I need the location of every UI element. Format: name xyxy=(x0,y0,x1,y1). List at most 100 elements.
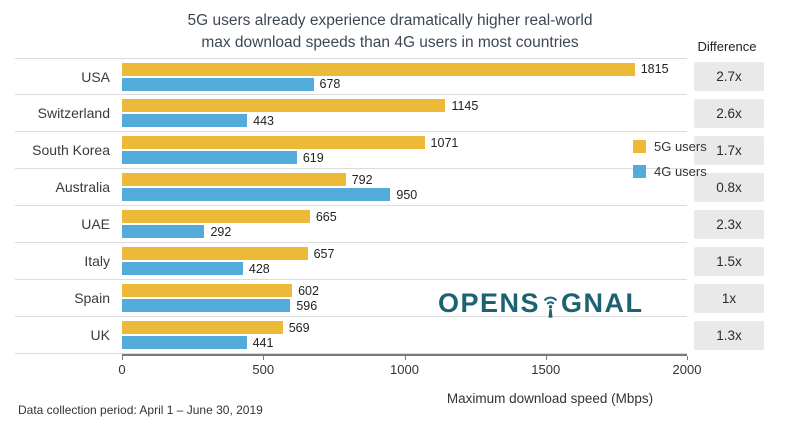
legend-swatch-5g-icon xyxy=(633,140,646,153)
bar-group: 1071 619 xyxy=(122,132,687,168)
country-label: South Korea xyxy=(32,142,110,158)
bar-value-label: 569 xyxy=(288,320,310,335)
legend-swatch-4g-icon xyxy=(633,165,646,178)
difference-column-header: Difference xyxy=(697,39,757,54)
legend: 5G users 4G users xyxy=(633,139,707,189)
logo-text-left: OPENS xyxy=(438,288,541,318)
bar-value-label: 657 xyxy=(313,246,335,261)
bar-4g xyxy=(122,225,205,238)
country-row: USA 1815 678 xyxy=(15,58,687,95)
bar-line-4g: 678 xyxy=(122,77,687,91)
country-row: UK 569 441 xyxy=(15,317,687,354)
bar-value-label: 619 xyxy=(302,150,324,165)
legend-item-5g: 5G users xyxy=(633,139,707,154)
bar-4g xyxy=(122,299,291,312)
bar-line-5g: 569 xyxy=(122,320,687,335)
x-axis-tick-label: 500 xyxy=(252,362,275,377)
difference-cell: 0.8x xyxy=(694,169,764,206)
chart-title-line2: max download speeds than 4G users in mos… xyxy=(201,34,579,52)
x-axis-tick-label: 1500 xyxy=(531,362,561,377)
legend-label-4g: 4G users xyxy=(654,164,707,179)
difference-badge: 2.7x xyxy=(694,62,764,91)
x-axis-tick-mark xyxy=(687,356,688,360)
x-axis: 0 500 1000 1500 2000 xyxy=(118,354,701,378)
bar-line-5g: 657 xyxy=(122,246,687,261)
logo-text-right: GNAL xyxy=(561,288,644,318)
country-label: Australia xyxy=(55,179,110,195)
difference-cell: 2.6x xyxy=(694,95,764,132)
bar-line-5g: 1071 xyxy=(122,135,687,150)
bar-value-label: 665 xyxy=(315,209,337,224)
bar-value-label: 1815 xyxy=(640,62,669,76)
difference-badge: 1x xyxy=(694,284,764,313)
country-label: Spain xyxy=(74,290,110,306)
bar-4g xyxy=(122,114,248,127)
bar-line-4g: 428 xyxy=(122,262,687,276)
difference-badge: 0.8x xyxy=(694,173,764,202)
bar-value-label: 792 xyxy=(351,172,373,187)
bar-value-label: 441 xyxy=(252,335,274,350)
bar-group: 1145 443 xyxy=(122,95,687,131)
legend-label-5g: 5G users xyxy=(654,139,707,154)
bar-line-5g: 665 xyxy=(122,209,687,224)
difference-cell: 2.7x xyxy=(694,58,764,95)
bar-line-5g: 1815 xyxy=(122,62,687,76)
data-collection-note: Data collection period: April 1 – June 3… xyxy=(18,403,263,417)
bar-5g xyxy=(122,247,308,260)
bar-5g xyxy=(122,173,346,186)
bar-value-label: 596 xyxy=(296,298,318,313)
bar-4g xyxy=(122,188,391,201)
difference-badge: 2.6x xyxy=(694,99,764,128)
x-axis-title: Maximum download speed (Mbps) xyxy=(446,391,654,406)
bar-value-label: 443 xyxy=(253,113,274,128)
bar-line-5g: 1145 xyxy=(122,98,687,113)
bar-5g xyxy=(122,210,310,223)
bar-line-4g: 619 xyxy=(122,150,687,165)
bar-value-label: 950 xyxy=(396,187,418,202)
bar-group: 665 292 xyxy=(122,206,687,242)
difference-badge: 1.3x xyxy=(694,321,764,350)
x-axis-tick-mark xyxy=(263,356,265,360)
bar-value-label: 602 xyxy=(298,283,319,298)
difference-badge: 1.5x xyxy=(694,247,764,276)
x-axis-tick-label: 2000 xyxy=(672,362,702,377)
bar-line-4g: 596 xyxy=(122,298,687,313)
bar-4g xyxy=(122,262,243,275)
country-row: Spain 602 596 xyxy=(15,280,687,317)
bar-value-label: 1145 xyxy=(451,98,479,113)
bar-group: 602 596 xyxy=(122,280,687,316)
bar-line-4g: 292 xyxy=(122,224,687,239)
bar-5g xyxy=(122,136,425,149)
bar-group: 792 950 xyxy=(122,169,687,205)
bar-value-label: 678 xyxy=(319,77,341,91)
x-axis-tick-label: 0 xyxy=(118,362,126,377)
bar-4g xyxy=(122,77,314,91)
bar-5g xyxy=(122,284,293,297)
difference-cell: 1.3x xyxy=(694,317,764,354)
bar-line-4g: 950 xyxy=(122,187,687,202)
difference-column: 2.7x 2.6x 1.7x 0.8x 2.3x 1.5x 1x 1.3x xyxy=(694,58,764,354)
country-label: Switzerland xyxy=(37,105,110,121)
bar-5g xyxy=(122,321,283,334)
bar-group: 657 428 xyxy=(122,243,687,279)
difference-cell: 1.7x xyxy=(694,132,764,169)
difference-cell: 2.3x xyxy=(694,206,764,243)
opensignal-logo: OPENS GNAL xyxy=(438,288,644,319)
country-label: UAE xyxy=(81,216,110,232)
bar-value-label: 1071 xyxy=(430,135,459,150)
bar-group: 1815 678 xyxy=(122,59,687,94)
x-axis-tick-label: 1000 xyxy=(390,362,419,377)
chart-title-line1: 5G users already experience dramatically… xyxy=(187,12,593,29)
chart-title: 5G users already experience dramatically… xyxy=(70,10,710,55)
country-row: Switzerland 1145 443 xyxy=(15,95,687,132)
bar-line-4g: 443 xyxy=(122,113,687,128)
country-row: South Korea 1071 619 xyxy=(15,132,687,169)
country-row: Italy 657 428 xyxy=(15,243,687,280)
bar-5g xyxy=(122,99,446,112)
bar-line-4g: 441 xyxy=(122,335,687,350)
bar-line-5g: 602 xyxy=(122,283,687,298)
bar-value-label: 292 xyxy=(210,224,232,239)
country-label: Italy xyxy=(84,253,110,269)
difference-cell: 1.5x xyxy=(694,243,764,280)
